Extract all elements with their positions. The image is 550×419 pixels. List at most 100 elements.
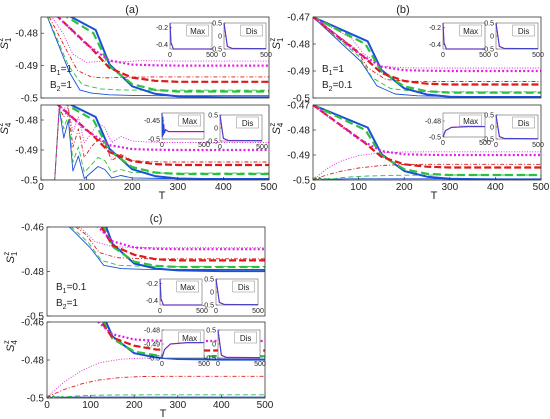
x-tick-label: 0 [38,182,44,193]
chart-a-bottom: -0.48-0.49-0.50100200300400500TS4zMax-0.… [0,104,278,202]
series-line-1 [56,17,269,67]
inset-y-tick-label: -0.5 [482,47,494,54]
panel-letter-a: (a) [125,4,138,16]
inset-title: Max [463,27,478,36]
y-tick-label: -0.5 [293,176,311,187]
x-tick-label: 200 [396,182,413,193]
inset-title: Dis [246,27,258,36]
series-line-4 [69,105,269,180]
series-line-4 [105,322,265,361]
series-group [46,17,269,98]
series-line-2 [313,17,541,86]
inset-max: Max -0.2 -0.40 500 [146,278,208,315]
x-tick-label: 0 [44,400,50,411]
y-tick-label: -0.5 [21,176,39,187]
inset-y-tick-label: 0.5 [212,21,222,28]
series-line-1 [313,105,541,157]
x-tick-label: 400 [213,400,230,411]
inset-x-tick-label: 0 [158,308,162,315]
inset-x-tick-label: 0 [494,52,498,59]
inset-x-tick-label: 0 [222,52,226,59]
series-line-3 [313,105,541,177]
inset-title: Dis [238,283,250,292]
inset-x-tick-label: 500 [479,140,491,147]
series-line-4 [313,105,541,180]
inset-y-tick-label: -0.2 [146,281,158,288]
x-axis-label: T [159,190,166,202]
parameter-label: B1=1 [322,64,344,77]
y-axis-label: S1z [0,37,13,49]
series-line-2 [56,105,269,167]
inset-label-box [178,114,201,127]
inset-y-tick-label: -0.5 [204,356,216,363]
inset-title: Max [182,334,197,343]
series-line-1 [313,17,541,73]
inset-y-tick-label: -0.4 [156,42,168,49]
inset-curve [442,22,485,50]
x-tick-label: 200 [124,182,141,193]
y-tick-label: -0.46 [21,223,44,234]
y-axis-label: S4z [0,122,13,134]
inset-x-tick-label: 0 [218,144,222,151]
inset-y-tick-label: -0.4 [429,42,441,49]
x-axis-label: T [431,190,438,202]
inset-title: Dis [240,334,252,343]
inset-y-tick-label: 0 [218,34,222,41]
inset-label-box [176,280,199,293]
inset-curve [169,22,212,50]
inset-label-box [459,24,482,37]
inset-y-tick-label: 0 [210,290,214,297]
inset-label-box [512,116,535,129]
y-axis-label: S4z [2,340,19,352]
inset-max: Max -0.48 -0.49 -0.50 500 [144,328,210,369]
x-tick-label: 400 [215,182,232,193]
series-line-5 [41,107,269,180]
series-line-6 [47,375,265,398]
inset-y-tick-label: -0.5 [148,137,160,144]
chart-b-top: -0.47 -0.48 -0.49 -0.5 S1z B1=1 B2=0.1 Max -0.2 -… [268,13,544,105]
inset-title: Max [190,27,205,36]
inset-title: Max [463,117,478,126]
inset-curve [161,112,204,138]
series-line-6 [313,17,541,82]
inset-label-box [186,24,209,37]
y-tick-label: -0.48 [21,356,44,367]
inset-y-tick-label: -0.5 [210,47,222,54]
series-line-3 [65,17,269,93]
inset-label-box [512,24,535,37]
inset-curve [217,329,261,359]
inset-x-tick-label: 500 [256,144,268,151]
series-line-2 [313,105,541,169]
y-tick-label: -0.5 [21,94,39,105]
y-tick-label: -0.48 [15,29,38,40]
plot-frame [40,16,270,99]
series-group [313,105,541,180]
y-axis-label: S1z [268,37,285,49]
inset-x-tick-label: 0 [216,361,220,368]
x-tick-label: 500 [261,182,278,193]
series-line-2 [100,227,265,262]
inset-curve [219,114,263,142]
inset-x-tick-label: 500 [252,308,264,315]
series-line-4 [105,227,265,273]
series-line-7 [313,174,541,180]
inset-y-tick-label: -0.5 [429,135,441,142]
parameter-label: B2=1 [50,80,72,93]
y-tick-label: -0.49 [15,146,38,157]
x-tick-label: 300 [169,182,186,193]
series-group [41,105,269,180]
inset-y-tick-label: 0.5 [208,113,218,120]
y-tick-label: -0.5 [27,312,45,323]
inset-curve [495,114,539,140]
inset-x-tick-label: 500 [260,52,272,59]
inset-y-tick-label: -0.5 [202,303,214,310]
parameter-label: B1=0.1 [56,282,87,295]
inset-label-box [240,24,263,37]
inset-y-tick-label: 0.5 [206,328,216,335]
